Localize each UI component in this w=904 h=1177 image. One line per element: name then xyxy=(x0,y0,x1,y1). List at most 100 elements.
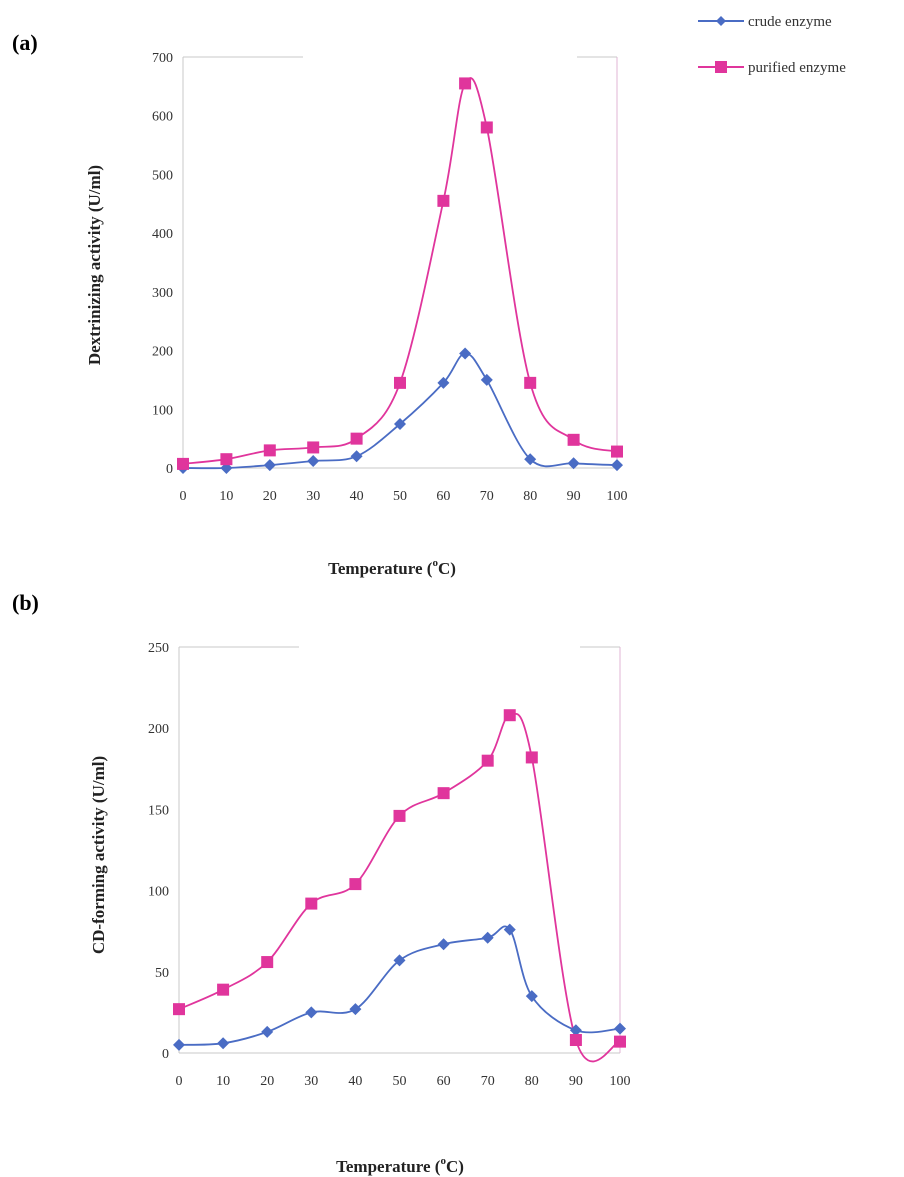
y-tick-label: 0 xyxy=(162,1047,169,1062)
data-point-crude xyxy=(305,1006,318,1019)
x-tick-label: 10 xyxy=(216,1074,230,1089)
x-tick-label: 70 xyxy=(480,489,494,504)
data-point-crude xyxy=(437,376,450,389)
y-tick-label: 100 xyxy=(148,885,169,900)
panel-b-x-ticks: 0 10 20 30 40 50 60 70 80 90 100 xyxy=(176,1074,631,1089)
chart-panel-a: 0 100 200 300 400 500 600 700 0 10 20 30 40 50 60 70 80… xyxy=(85,51,628,578)
panel-b-frame xyxy=(178,646,621,1054)
x-tick-label: 40 xyxy=(350,489,364,504)
y-tick-label: 0 xyxy=(166,462,173,477)
series-line-purified xyxy=(178,713,621,1063)
data-point-purified xyxy=(437,787,450,800)
panel-b-y-axis-title: CD-forming activity (U/ml) xyxy=(89,756,108,954)
data-point-purified xyxy=(481,754,494,767)
panel-a-x-axis-title: Temperature (oC) xyxy=(328,557,456,578)
panel-a-x-ticks: 0 10 20 30 40 50 60 70 80 90 100 xyxy=(180,489,628,504)
legend-item-crude: crude enzyme xyxy=(698,14,832,30)
data-point-crude xyxy=(525,990,538,1003)
panel-b-series xyxy=(173,709,626,1063)
data-point-crude xyxy=(394,417,406,430)
data-point-purified xyxy=(305,897,318,910)
legend-purified-marker xyxy=(715,61,727,73)
data-point-crude xyxy=(261,1025,274,1038)
data-point-crude xyxy=(393,954,406,967)
data-point-crude xyxy=(569,1024,582,1037)
data-point-crude xyxy=(614,1022,626,1035)
x-tick-label: 20 xyxy=(263,489,277,504)
data-point-crude xyxy=(480,373,493,386)
data-point-crude xyxy=(481,931,494,944)
legend-crude-label: crude enzyme xyxy=(748,14,832,30)
x-tick-label: 80 xyxy=(523,489,537,504)
data-point-crude xyxy=(350,450,363,463)
y-tick-label: 400 xyxy=(152,227,173,242)
x-tick-label: 70 xyxy=(481,1074,495,1089)
y-tick-label: 100 xyxy=(152,403,173,418)
data-point-crude xyxy=(611,459,623,472)
panel-b-y-ticks: 0 50 100 150 200 250 xyxy=(148,641,169,1062)
data-point-crude xyxy=(567,457,580,470)
y-tick-label: 150 xyxy=(148,803,169,818)
panel-a-frame xyxy=(182,56,618,469)
panel-a-series xyxy=(177,77,623,474)
x-tick-label: 60 xyxy=(437,1074,451,1089)
data-point-crude xyxy=(437,938,450,951)
data-point-purified xyxy=(525,751,538,764)
data-point-crude xyxy=(263,459,276,472)
data-point-purified xyxy=(459,77,472,90)
data-point-purified xyxy=(611,445,623,458)
panel-b-x-title-main: Temperature ( xyxy=(336,1157,441,1176)
data-point-crude xyxy=(459,347,472,360)
x-tick-label: 90 xyxy=(569,1074,583,1089)
panel-a-x-title-main: Temperature ( xyxy=(328,559,433,578)
panel-a-y-ticks: 0 100 200 300 400 500 600 700 xyxy=(152,51,173,477)
panel-b-x-axis-title: Temperature (oC) xyxy=(336,1155,464,1176)
y-tick-label: 200 xyxy=(148,722,169,737)
data-point-purified xyxy=(524,376,537,389)
y-tick-label: 700 xyxy=(152,51,173,66)
series-line-crude xyxy=(178,925,621,1046)
data-point-purified xyxy=(394,376,406,389)
x-tick-label: 50 xyxy=(393,489,407,504)
x-tick-label: 10 xyxy=(219,489,233,504)
data-point-purified xyxy=(173,1003,185,1016)
data-point-purified xyxy=(261,956,274,969)
data-point-crude xyxy=(349,1003,362,1016)
y-tick-label: 50 xyxy=(155,966,169,981)
data-point-purified xyxy=(350,432,363,445)
x-tick-label: 50 xyxy=(393,1074,407,1089)
data-point-crude xyxy=(173,1038,185,1051)
y-tick-label: 600 xyxy=(152,110,173,125)
panel-a-x-title-tail: C) xyxy=(438,559,456,578)
chart-panel-b: 0 50 100 150 200 250 0 10 20 30 40 50 60 70 80 90 100 C… xyxy=(89,641,631,1176)
y-tick-label: 500 xyxy=(152,168,173,183)
legend: crude enzyme purified enzyme xyxy=(698,14,846,76)
x-tick-label: 90 xyxy=(567,489,581,504)
data-point-purified xyxy=(217,983,230,996)
y-tick-label: 250 xyxy=(148,641,169,656)
y-tick-label: 300 xyxy=(152,286,173,301)
data-point-purified xyxy=(393,809,406,822)
legend-item-purified: purified enzyme xyxy=(698,60,846,76)
x-tick-label: 20 xyxy=(260,1074,274,1089)
x-tick-label: 0 xyxy=(180,489,187,504)
data-point-purified xyxy=(480,121,493,134)
panel-a-x-title-sup: o xyxy=(432,557,438,569)
data-point-crude xyxy=(307,454,320,467)
x-tick-label: 0 xyxy=(176,1074,183,1089)
panel-b-label: (b) xyxy=(12,590,39,615)
panel-b-x-title-tail: C) xyxy=(446,1157,464,1176)
data-point-purified xyxy=(307,441,320,454)
data-point-crude xyxy=(503,923,516,936)
x-tick-label: 80 xyxy=(525,1074,539,1089)
panel-a-label: (a) xyxy=(12,30,38,55)
data-point-purified xyxy=(177,457,189,470)
data-point-purified xyxy=(503,709,516,722)
data-point-purified xyxy=(614,1035,626,1048)
data-point-purified xyxy=(567,433,580,446)
x-tick-label: 30 xyxy=(306,489,320,504)
data-point-purified xyxy=(349,878,362,891)
data-point-purified xyxy=(437,194,450,207)
data-point-crude xyxy=(217,1037,230,1050)
